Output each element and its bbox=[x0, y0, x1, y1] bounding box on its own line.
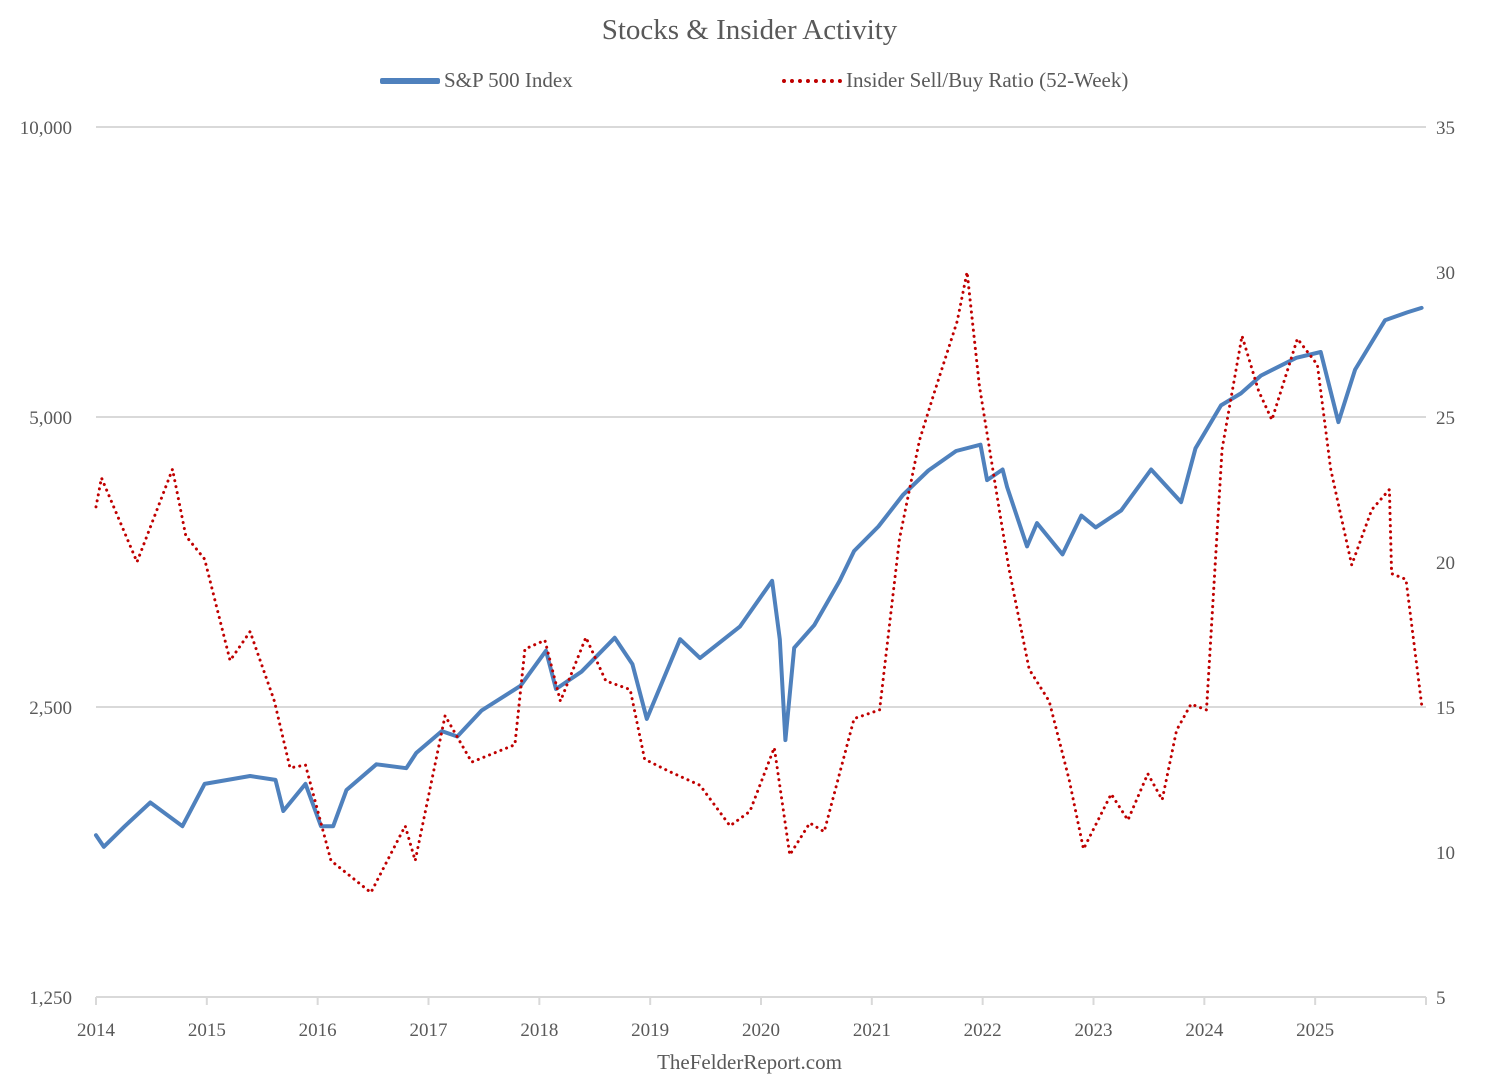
x-tick-label: 2017 bbox=[410, 1020, 448, 1041]
y-left-tick-label: 5,000 bbox=[29, 408, 72, 429]
x-tick-label: 2025 bbox=[1296, 1020, 1334, 1041]
y-left-tick-label: 2,500 bbox=[29, 698, 72, 719]
x-tick-label: 2014 bbox=[77, 1020, 116, 1041]
x-tick-label: 2024 bbox=[1185, 1020, 1224, 1041]
y-right-tick-label: 25 bbox=[1436, 408, 1455, 429]
y-axis-left: 1,250 2,500 5,000 10,000 bbox=[20, 118, 72, 1009]
y-left-tick-label: 10,000 bbox=[20, 118, 72, 139]
y-axis-right: 5 10 15 20 25 30 35 bbox=[1436, 118, 1455, 1009]
chart-title: Stocks & Insider Activity bbox=[601, 14, 898, 46]
y-right-tick-label: 35 bbox=[1436, 118, 1455, 139]
legend-swatch-dotted-line-icon bbox=[782, 78, 842, 83]
x-tick-label: 2020 bbox=[742, 1020, 780, 1041]
x-tick-label: 2023 bbox=[1075, 1020, 1113, 1041]
x-tick-label: 2015 bbox=[188, 1020, 226, 1041]
legend-swatch-solid-line-icon bbox=[380, 77, 440, 84]
y-right-tick-label: 20 bbox=[1436, 553, 1455, 574]
x-tick-label: 2022 bbox=[964, 1020, 1002, 1041]
legend-label-insider-ratio: Insider Sell/Buy Ratio (52-Week) bbox=[846, 68, 1129, 92]
x-tick-label: 2016 bbox=[299, 1020, 337, 1041]
legend-item-insider-ratio: Insider Sell/Buy Ratio (52-Week) bbox=[782, 68, 1128, 93]
gridlines bbox=[96, 126, 1426, 998]
legend-label-sp500: S&P 500 Index bbox=[444, 68, 573, 92]
series-line-sp500 bbox=[94, 305, 1424, 849]
legend-item-sp500: S&P 500 Index bbox=[380, 68, 573, 93]
y-right-tick-label: 10 bbox=[1436, 843, 1455, 864]
x-tick-label: 2019 bbox=[631, 1020, 669, 1041]
x-tick-label: 2021 bbox=[853, 1020, 891, 1041]
y-right-tick-label: 15 bbox=[1436, 698, 1455, 719]
x-tick-label: 2018 bbox=[520, 1020, 558, 1041]
y-left-tick-label: 1,250 bbox=[29, 988, 72, 1009]
y-right-tick-label: 5 bbox=[1436, 988, 1446, 1009]
chart-legend: S&P 500 Index Insider Sell/Buy Ratio (52… bbox=[0, 68, 1499, 98]
series-line-insider-ratio bbox=[94, 271, 1424, 895]
series-layer bbox=[94, 271, 1424, 895]
y-right-tick-label: 30 bbox=[1436, 263, 1455, 284]
x-axis: 2014 2015 2016 2017 2018 2019 2020 2021 2022 2023… bbox=[77, 997, 1427, 1041]
chart-footer-source: TheFelderReport.com bbox=[657, 1050, 842, 1074]
